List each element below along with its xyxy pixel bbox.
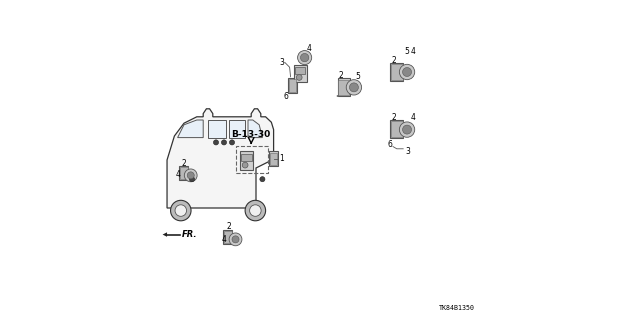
Text: 4: 4 xyxy=(411,113,416,122)
Text: 5: 5 xyxy=(355,72,360,81)
Circle shape xyxy=(346,80,362,95)
Bar xyxy=(240,151,253,170)
Polygon shape xyxy=(248,120,262,138)
Circle shape xyxy=(184,169,197,182)
Circle shape xyxy=(250,205,261,216)
Text: 4: 4 xyxy=(175,170,180,179)
Bar xyxy=(241,154,252,161)
Circle shape xyxy=(298,51,312,65)
Polygon shape xyxy=(178,120,204,138)
Circle shape xyxy=(229,233,242,246)
Bar xyxy=(270,153,278,165)
Circle shape xyxy=(245,200,266,221)
Bar xyxy=(223,230,232,244)
Polygon shape xyxy=(163,232,167,237)
Circle shape xyxy=(296,75,302,80)
Circle shape xyxy=(243,162,248,168)
Text: 5: 5 xyxy=(404,47,409,56)
Circle shape xyxy=(230,140,235,145)
Bar xyxy=(229,120,245,138)
Circle shape xyxy=(337,95,339,97)
Text: 4: 4 xyxy=(221,235,227,244)
Text: 3: 3 xyxy=(406,147,410,156)
Circle shape xyxy=(399,122,415,137)
Circle shape xyxy=(189,177,195,182)
Bar xyxy=(296,67,305,74)
Circle shape xyxy=(187,172,195,179)
Bar xyxy=(208,120,226,138)
Text: FR.: FR. xyxy=(182,230,197,239)
Circle shape xyxy=(170,200,191,221)
Circle shape xyxy=(349,83,358,92)
Bar xyxy=(294,65,307,82)
Circle shape xyxy=(221,140,227,145)
Text: 2: 2 xyxy=(339,71,344,80)
Circle shape xyxy=(301,53,309,62)
Text: B-13-30: B-13-30 xyxy=(232,130,271,139)
Bar xyxy=(179,166,188,180)
Text: 3: 3 xyxy=(279,58,284,67)
Text: 4: 4 xyxy=(307,44,311,53)
Bar xyxy=(338,78,351,96)
Text: 6: 6 xyxy=(284,92,288,100)
Circle shape xyxy=(403,68,412,76)
Circle shape xyxy=(260,177,265,182)
Text: 6: 6 xyxy=(387,140,392,148)
Circle shape xyxy=(232,236,239,243)
Text: 2: 2 xyxy=(227,222,231,231)
Circle shape xyxy=(214,140,219,145)
Bar xyxy=(391,64,403,80)
Circle shape xyxy=(403,125,412,134)
Bar xyxy=(269,151,278,166)
Text: 2: 2 xyxy=(391,56,396,65)
Text: 4: 4 xyxy=(411,47,416,56)
Bar xyxy=(390,120,403,138)
Bar xyxy=(289,79,296,92)
Bar xyxy=(180,167,188,179)
Bar xyxy=(339,80,349,95)
Text: 1: 1 xyxy=(279,154,284,163)
Text: 2: 2 xyxy=(391,113,396,122)
Circle shape xyxy=(399,64,415,80)
Bar xyxy=(390,63,403,81)
Polygon shape xyxy=(167,109,274,208)
Bar xyxy=(391,121,403,137)
Text: TK84B1350: TK84B1350 xyxy=(439,305,475,311)
Bar xyxy=(224,231,232,243)
Bar xyxy=(288,78,297,93)
Text: 2: 2 xyxy=(182,159,186,168)
Circle shape xyxy=(175,205,187,216)
